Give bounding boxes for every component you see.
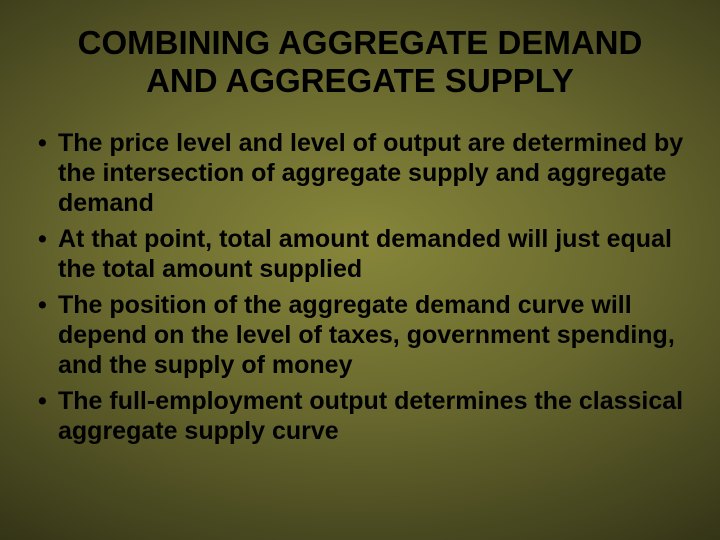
bullet-text: The price level and level of output are … [58,129,683,217]
slide-title: COMBINING AGGREGATE DEMAND AND AGGREGATE… [34,24,686,100]
title-line-1: COMBINING AGGREGATE DEMAND [34,24,686,62]
bullet-text: At that point, total amount demanded wil… [58,225,672,283]
bullet-text: The position of the aggregate demand cur… [58,291,675,379]
list-item: The full-employment output determines th… [34,386,686,446]
title-line-2: AND AGGREGATE SUPPLY [34,62,686,100]
slide-container: COMBINING AGGREGATE DEMAND AND AGGREGATE… [0,0,720,540]
list-item: The price level and level of output are … [34,128,686,218]
bullet-text: The full-employment output determines th… [58,387,683,445]
bullet-list: The price level and level of output are … [34,128,686,446]
list-item: The position of the aggregate demand cur… [34,290,686,380]
list-item: At that point, total amount demanded wil… [34,224,686,284]
